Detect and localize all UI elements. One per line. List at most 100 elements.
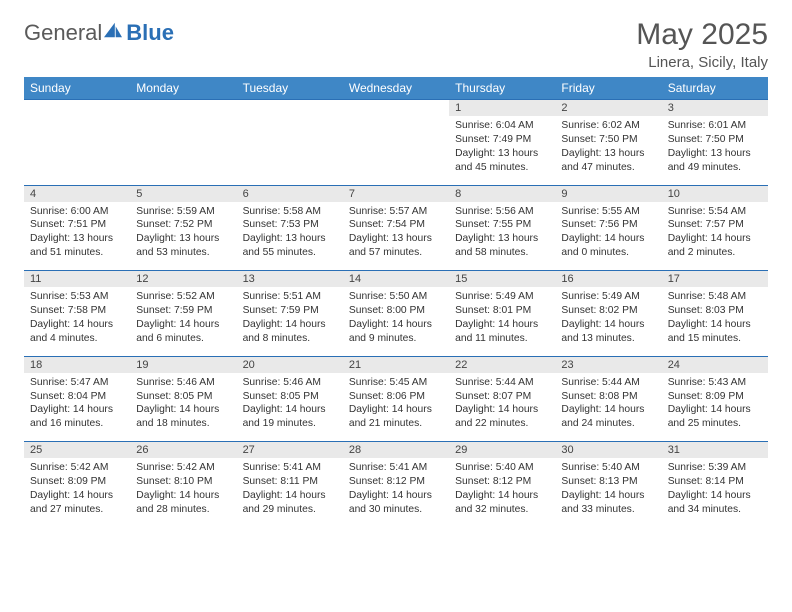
daylight-text: and 34 minutes.: [668, 503, 762, 517]
sunset-text: Sunset: 7:59 PM: [243, 304, 337, 318]
sunrise-text: Sunrise: 5:49 AM: [455, 290, 549, 304]
daylight-text: and 28 minutes.: [136, 503, 230, 517]
sunset-text: Sunset: 8:02 PM: [561, 304, 655, 318]
daylight-text: Daylight: 13 hours: [561, 147, 655, 161]
day-number-cell: 23: [555, 356, 661, 373]
daylight-text: Daylight: 14 hours: [243, 489, 337, 503]
daynum-row: 123: [24, 100, 768, 117]
day-number-cell: 26: [130, 442, 236, 459]
sunset-text: Sunset: 8:08 PM: [561, 390, 655, 404]
daylight-text: and 29 minutes.: [243, 503, 337, 517]
sunrise-text: Sunrise: 5:53 AM: [30, 290, 124, 304]
sunrise-text: Sunrise: 5:49 AM: [561, 290, 655, 304]
sunset-text: Sunset: 7:52 PM: [136, 218, 230, 232]
daylight-text: and 4 minutes.: [30, 332, 124, 346]
day-number-cell: 29: [449, 442, 555, 459]
sunset-text: Sunset: 8:05 PM: [136, 390, 230, 404]
daylight-text: and 22 minutes.: [455, 417, 549, 431]
weekday-header: Saturday: [662, 77, 768, 100]
sunrise-text: Sunrise: 5:45 AM: [349, 376, 443, 390]
day-detail-cell: Sunrise: 5:52 AMSunset: 7:59 PMDaylight:…: [130, 287, 236, 356]
sunset-text: Sunset: 7:50 PM: [668, 133, 762, 147]
sunrise-text: Sunrise: 5:54 AM: [668, 205, 762, 219]
daylight-text: Daylight: 14 hours: [30, 403, 124, 417]
daylight-text: Daylight: 14 hours: [561, 318, 655, 332]
month-title: May 2025: [636, 18, 768, 52]
day-detail-cell: [237, 116, 343, 185]
daylight-text: and 15 minutes.: [668, 332, 762, 346]
day-detail-cell: Sunrise: 5:42 AMSunset: 8:09 PMDaylight:…: [24, 458, 130, 527]
daylight-text: and 30 minutes.: [349, 503, 443, 517]
day-detail-cell: Sunrise: 5:44 AMSunset: 8:08 PMDaylight:…: [555, 373, 661, 442]
day-number-cell: 30: [555, 442, 661, 459]
sunrise-text: Sunrise: 5:55 AM: [561, 205, 655, 219]
daylight-text: Daylight: 14 hours: [30, 489, 124, 503]
daylight-text: Daylight: 14 hours: [455, 403, 549, 417]
daylight-text: Daylight: 13 hours: [455, 232, 549, 246]
day-detail-cell: Sunrise: 6:04 AMSunset: 7:49 PMDaylight:…: [449, 116, 555, 185]
sunset-text: Sunset: 8:06 PM: [349, 390, 443, 404]
sunset-text: Sunset: 8:00 PM: [349, 304, 443, 318]
day-detail-cell: [130, 116, 236, 185]
sunrise-text: Sunrise: 5:41 AM: [243, 461, 337, 475]
day-number-cell: [24, 100, 130, 117]
day-detail-cell: Sunrise: 5:55 AMSunset: 7:56 PMDaylight:…: [555, 202, 661, 271]
sunset-text: Sunset: 8:13 PM: [561, 475, 655, 489]
day-number-cell: 7: [343, 185, 449, 202]
day-number-cell: 12: [130, 271, 236, 288]
day-detail-cell: Sunrise: 5:45 AMSunset: 8:06 PMDaylight:…: [343, 373, 449, 442]
day-number-cell: 27: [237, 442, 343, 459]
sunrise-text: Sunrise: 5:44 AM: [561, 376, 655, 390]
day-number-cell: 20: [237, 356, 343, 373]
detail-row: Sunrise: 5:42 AMSunset: 8:09 PMDaylight:…: [24, 458, 768, 527]
daylight-text: and 2 minutes.: [668, 246, 762, 260]
day-detail-cell: Sunrise: 5:48 AMSunset: 8:03 PMDaylight:…: [662, 287, 768, 356]
day-number-cell: 4: [24, 185, 130, 202]
day-detail-cell: Sunrise: 5:51 AMSunset: 7:59 PMDaylight:…: [237, 287, 343, 356]
daylight-text: Daylight: 14 hours: [668, 403, 762, 417]
day-number-cell: 28: [343, 442, 449, 459]
day-number-cell: 22: [449, 356, 555, 373]
sunset-text: Sunset: 7:57 PM: [668, 218, 762, 232]
day-detail-cell: Sunrise: 5:57 AMSunset: 7:54 PMDaylight:…: [343, 202, 449, 271]
day-number-cell: 19: [130, 356, 236, 373]
day-detail-cell: Sunrise: 5:49 AMSunset: 8:01 PMDaylight:…: [449, 287, 555, 356]
day-number-cell: 13: [237, 271, 343, 288]
sunrise-text: Sunrise: 5:58 AM: [243, 205, 337, 219]
sunset-text: Sunset: 7:58 PM: [30, 304, 124, 318]
brand-blue: Blue: [126, 20, 174, 46]
sunrise-text: Sunrise: 5:47 AM: [30, 376, 124, 390]
day-number-cell: 2: [555, 100, 661, 117]
sail-icon: [102, 21, 124, 39]
calendar-page: General Blue May 2025 Linera, Sicily, It…: [0, 0, 792, 537]
daylight-text: Daylight: 13 hours: [455, 147, 549, 161]
daylight-text: and 9 minutes.: [349, 332, 443, 346]
daylight-text: and 51 minutes.: [30, 246, 124, 260]
day-detail-cell: Sunrise: 5:58 AMSunset: 7:53 PMDaylight:…: [237, 202, 343, 271]
day-detail-cell: Sunrise: 6:02 AMSunset: 7:50 PMDaylight:…: [555, 116, 661, 185]
day-detail-cell: Sunrise: 5:44 AMSunset: 8:07 PMDaylight:…: [449, 373, 555, 442]
day-detail-cell: Sunrise: 6:01 AMSunset: 7:50 PMDaylight:…: [662, 116, 768, 185]
day-number-cell: 24: [662, 356, 768, 373]
sunset-text: Sunset: 8:03 PM: [668, 304, 762, 318]
day-number-cell: [343, 100, 449, 117]
daylight-text: and 13 minutes.: [561, 332, 655, 346]
day-detail-cell: Sunrise: 5:59 AMSunset: 7:52 PMDaylight:…: [130, 202, 236, 271]
day-number-cell: 8: [449, 185, 555, 202]
daynum-row: 25262728293031: [24, 442, 768, 459]
day-number-cell: 18: [24, 356, 130, 373]
sunrise-text: Sunrise: 5:48 AM: [668, 290, 762, 304]
sunset-text: Sunset: 8:14 PM: [668, 475, 762, 489]
sunrise-text: Sunrise: 5:50 AM: [349, 290, 443, 304]
sunset-text: Sunset: 8:04 PM: [30, 390, 124, 404]
daylight-text: and 53 minutes.: [136, 246, 230, 260]
daylight-text: Daylight: 13 hours: [30, 232, 124, 246]
day-detail-cell: Sunrise: 5:46 AMSunset: 8:05 PMDaylight:…: [237, 373, 343, 442]
day-number-cell: [130, 100, 236, 117]
daylight-text: Daylight: 14 hours: [561, 403, 655, 417]
day-detail-cell: Sunrise: 5:39 AMSunset: 8:14 PMDaylight:…: [662, 458, 768, 527]
sunset-text: Sunset: 8:09 PM: [30, 475, 124, 489]
daylight-text: and 6 minutes.: [136, 332, 230, 346]
sunrise-text: Sunrise: 5:42 AM: [136, 461, 230, 475]
daynum-row: 11121314151617: [24, 271, 768, 288]
